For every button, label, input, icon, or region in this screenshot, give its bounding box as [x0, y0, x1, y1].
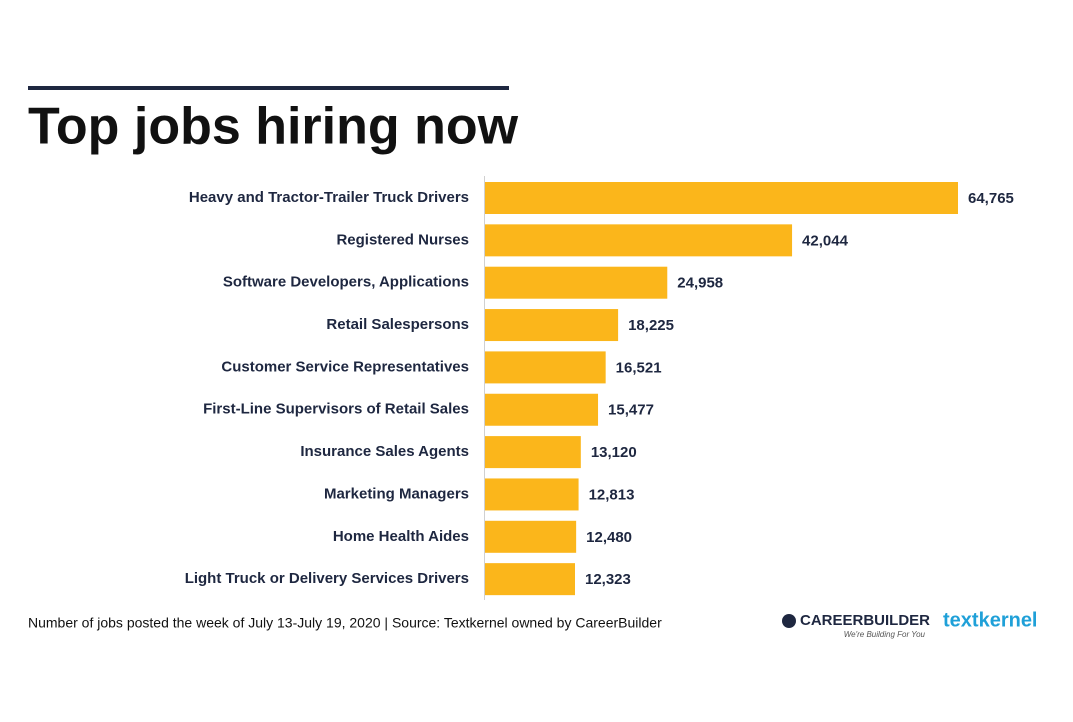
bar: [485, 520, 577, 553]
bar: [485, 309, 619, 342]
logo-icon: [782, 614, 796, 628]
category-label: Home Health Aides: [333, 528, 469, 545]
bar: [485, 436, 581, 469]
category-label: Marketing Managers: [324, 485, 469, 502]
category-label: Customer Service Representatives: [221, 358, 469, 375]
title-rule: [28, 86, 509, 90]
category-label: Registered Nurses: [336, 231, 469, 248]
category-label: Software Developers, Applications: [223, 274, 469, 291]
category-label: Light Truck or Delivery Services Drivers: [185, 570, 469, 587]
logo-text: CAREERBUILDER: [800, 612, 930, 629]
bar: [485, 563, 575, 596]
value-label: 18,225: [628, 317, 674, 334]
chart-title: Top jobs hiring now: [28, 98, 519, 156]
value-label: 12,323: [585, 571, 631, 588]
value-label: 13,120: [591, 444, 637, 461]
category-label: Retail Salespersons: [326, 316, 469, 333]
value-label: 15,477: [608, 402, 654, 419]
bar: [485, 266, 668, 299]
category-label: First-Line Supervisors of Retail Sales: [203, 401, 469, 418]
textkernel-logo: textkernel: [943, 609, 1038, 631]
logo-tagline: We're Building For You: [844, 630, 926, 639]
bar: [485, 478, 579, 511]
bar: [485, 351, 606, 384]
category-label: Insurance Sales Agents: [300, 443, 469, 460]
bar: [485, 393, 599, 426]
bar: [485, 224, 793, 257]
value-label: 12,480: [586, 529, 632, 546]
bar: [485, 182, 958, 214]
footnote: Number of jobs posted the week of July 1…: [28, 615, 662, 631]
value-label: 24,958: [677, 275, 723, 292]
value-label: 16,521: [616, 359, 662, 376]
value-label: 12,813: [589, 486, 635, 503]
value-label: 64,765: [968, 190, 1014, 207]
careerbuilder-logo: CAREERBUILDER We're Building For You: [782, 612, 930, 639]
category-label: Heavy and Tractor-Trailer Truck Drivers: [189, 189, 469, 206]
value-label: 42,044: [802, 232, 849, 249]
